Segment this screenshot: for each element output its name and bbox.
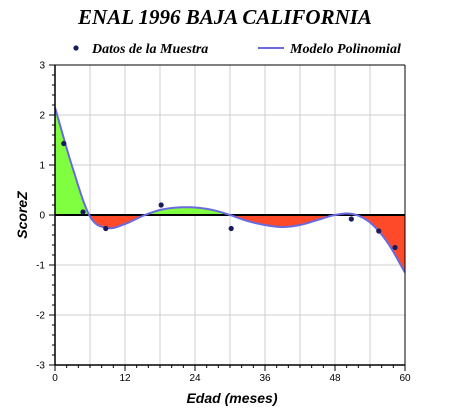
- legend: Datos de la Muestra Modelo Polinomial: [73, 42, 401, 57]
- plot-area: 3 2 1 0 -1 -2 -3 0 12 24 36 48 60: [36, 61, 411, 385]
- data-point-datos-muestra: [392, 244, 398, 251]
- y-tick-label: 0: [39, 211, 45, 222]
- x-tick-label: 60: [399, 373, 411, 384]
- y-tick-label: -1: [36, 261, 45, 272]
- y-tick-label: 1: [39, 161, 45, 172]
- data-point-datos-muestra: [61, 140, 67, 147]
- y-tick-label: 2: [39, 111, 45, 122]
- legend-label-datos: Datos de la Muestra: [91, 42, 208, 57]
- y-tick-label: -3: [36, 361, 45, 372]
- area-below-zero: [230, 215, 335, 227]
- data-point-datos-muestra: [158, 202, 164, 208]
- data-point-datos-muestra: [103, 225, 109, 232]
- x-tick-label: 36: [259, 373, 271, 384]
- data-point-datos-muestra: [376, 228, 382, 234]
- x-tick-label: 12: [119, 373, 131, 384]
- area-below-zero: [356, 215, 405, 273]
- y-tick-label: 3: [39, 61, 45, 72]
- x-tick-label: 48: [329, 373, 341, 384]
- y-tick-label: -2: [36, 311, 45, 322]
- data-point-datos-muestra: [348, 216, 354, 222]
- series-modelo-polinomial-line: [54, 107, 406, 273]
- legend-marker-datos: [73, 45, 79, 51]
- y-axis-title: ScoreZ: [14, 191, 30, 239]
- x-tick-label: 0: [52, 373, 58, 384]
- chart-title: ENAL 1996 BAJA CALIFORNIA: [77, 5, 372, 29]
- x-axis-title: Edad (meses): [186, 390, 277, 406]
- area-above-zero: [55, 107, 90, 215]
- data-point-datos-muestra: [228, 225, 234, 232]
- data-point-datos-muestra: [80, 209, 86, 215]
- area-below-zero: [89, 215, 146, 229]
- legend-label-modelo: Modelo Polinomial: [289, 42, 401, 57]
- x-tick-label: 24: [189, 373, 201, 384]
